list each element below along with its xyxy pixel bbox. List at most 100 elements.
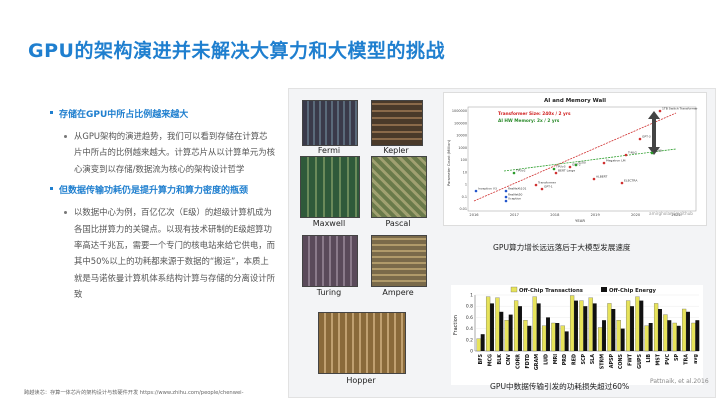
chart1-ytick: 1000 — [458, 146, 467, 150]
chart2-xtick: PRD — [562, 354, 568, 365]
chart2-bar-transactions — [551, 322, 556, 352]
bullet-body-1: 从GPU架构的演进趋势，我们可以看到存储在计算芯片中所占的比例越来越大。计算芯片… — [64, 128, 275, 177]
chart2-bar-energy — [676, 325, 681, 351]
chart2-bar-transactions — [495, 297, 500, 352]
offchip-svg: Off-Chip Transactions Off-Chip Energy Fr… — [453, 286, 700, 370]
chart1-arrow-head-up — [648, 111, 660, 119]
chart1-points: Inception V3 ResNet50 Transformer ResNeXt10… — [474, 107, 698, 203]
chart2-bar-transactions — [485, 296, 491, 352]
chart1-point — [620, 181, 624, 185]
chart2-xtick: avg — [694, 353, 699, 363]
chart2-xtick: FDTD — [525, 354, 531, 369]
chart2-bar-energy — [574, 300, 578, 351]
chart2-xtick: RED — [572, 354, 578, 365]
chart2-ytick: 1 — [470, 293, 473, 299]
chart1-point — [592, 177, 596, 181]
chart2-xtick: STRM — [600, 354, 606, 369]
chart2-bar-energy — [536, 303, 541, 351]
footer-source: 跨越读芯：存算一体芯片的架构设计与软硬件开发 https://www.zhihu… — [24, 390, 244, 396]
chart2-xtick: FWT — [628, 353, 634, 366]
chart2-bar-transactions — [579, 300, 584, 352]
sub-bullet-icon — [64, 211, 67, 215]
bullet-heading-1: 存储在GPU中所占比例越来越大 — [50, 107, 275, 120]
chart1-point-label: Inception V3 — [478, 187, 497, 191]
bullet-body-2: 以数据中心为例，百亿亿次（E级）的超级计算机成为各国比拼算力的关键点。以现有技术… — [64, 204, 275, 302]
chart2-xtick: SCP — [581, 354, 587, 365]
fermi-label: Fermi — [317, 146, 341, 155]
chart2-bar-transactions — [616, 320, 621, 352]
chart2-bar-energy — [555, 323, 560, 351]
pascal-die-image — [371, 156, 427, 218]
chart2-bar-energy — [648, 323, 653, 351]
chart1-transformer-trend — [473, 112, 677, 202]
chart2-bars — [476, 295, 700, 352]
chart2-bar-energy — [611, 309, 616, 351]
chart1-xtick: 2020 — [631, 213, 641, 217]
maxwell-label: Maxwell — [312, 219, 346, 228]
chart1-point — [552, 167, 556, 171]
chart2-bar-transactions — [513, 300, 519, 352]
chart1-ytick: 1000000 — [452, 109, 467, 113]
chart2-bar-energy — [686, 311, 690, 351]
chart2-bar-transactions — [588, 297, 593, 352]
bullet-heading-text: 存储在GPU中所占比例越来越大 — [59, 110, 189, 120]
chart1-ytick: 10 — [463, 170, 467, 174]
chart1-point-label: ResNet50 — [508, 193, 523, 197]
chart2-bar-energy — [658, 309, 662, 351]
bullet-icon — [50, 187, 53, 191]
chart1-xtick: 2018 — [550, 213, 560, 217]
chart2-bar-energy — [518, 306, 522, 351]
chart1-xtick: 2019 — [591, 213, 601, 217]
chart1-point — [650, 151, 654, 155]
chart1-point-label: 1TB Switch Transformer — [662, 107, 698, 111]
chart1-ylabel: Parameter Count (Million) — [447, 139, 451, 186]
chart2-xtick: CORR — [516, 354, 522, 369]
chart2-bar-transactions — [681, 308, 687, 352]
chart2-xtick: LIB — [646, 354, 652, 363]
chart2-bar-transactions — [597, 327, 603, 352]
chart1-ytick: 10000 — [456, 134, 467, 138]
chart2-bar-transactions — [635, 296, 640, 352]
chart2-bar-energy — [480, 334, 485, 351]
bullet-body-text: 从GPU架构的演进趋势，我们可以看到存储在计算芯片中所占的比例越来越大。计算芯片… — [74, 131, 275, 174]
sub-bullet-icon — [64, 135, 67, 138]
bullet-body-text: 以数据中心为例，百亿亿次（E级）的超级计算机成为各国比拼算力的关键点。以现有技术… — [74, 207, 275, 300]
hopper-label: Hopper — [346, 376, 376, 385]
chart1-xtick: 2021 — [671, 213, 680, 217]
chart2-bar-energy — [499, 311, 504, 351]
kepler-die-image — [371, 100, 423, 146]
chart1-point — [638, 137, 642, 141]
chart2-bar-energy — [602, 320, 606, 351]
chart1-arrow-head-down — [648, 147, 660, 155]
chart2-legend-swatch-1 — [510, 286, 518, 293]
chart2-bar-transactions — [653, 303, 659, 352]
chart2-ytick: 0.6 — [466, 315, 473, 321]
chart2-bar-energy — [667, 320, 672, 351]
chart1-point — [602, 161, 606, 165]
chart2-xtick: MST — [656, 353, 662, 365]
hopper-die-image — [318, 312, 406, 374]
chart1-point-label: GPT-3 — [642, 135, 651, 139]
chart1-point — [624, 153, 628, 157]
chart2-bar-transactions — [644, 325, 649, 352]
chart1-yticks: 1000000 100000 10000 1000 100 10 1 0.1 0.01 — [452, 109, 467, 211]
chart1-xtick: 2017 — [510, 213, 519, 217]
chart1-point — [504, 189, 508, 193]
chart2-xtick: GRAM — [534, 354, 540, 370]
chart1-point — [474, 189, 478, 193]
chart1-point — [568, 165, 572, 169]
ai-memory-wall-svg: AI and Memory Wall Parameter Count (Mill… — [447, 98, 698, 223]
chart2-xtick: LUD — [544, 354, 550, 365]
chart1-xlabel: YEAR — [575, 218, 585, 223]
offchip-chart: Off-Chip Transactions Off-Chip Energy Fr… — [451, 285, 703, 385]
chart1-point-label: TPUv2 — [515, 169, 526, 173]
chart2-xtick: CONS — [618, 353, 624, 369]
chart1-ytick: 100 — [461, 158, 467, 162]
chart2-bar-energy — [527, 325, 532, 351]
chart2-bar-transactions — [625, 300, 631, 352]
bullet-heading-text: 但数据传输功耗仍是提升算力和算力密度的瓶颈 — [59, 186, 249, 197]
chart1-point-label: V100 — [578, 161, 586, 165]
chart1-legend-transformer: Transformer Size: 240x / 2 yrs — [498, 111, 571, 117]
chart2-bar-transactions — [541, 325, 547, 352]
chart1-xtick: 2016 — [469, 213, 479, 217]
